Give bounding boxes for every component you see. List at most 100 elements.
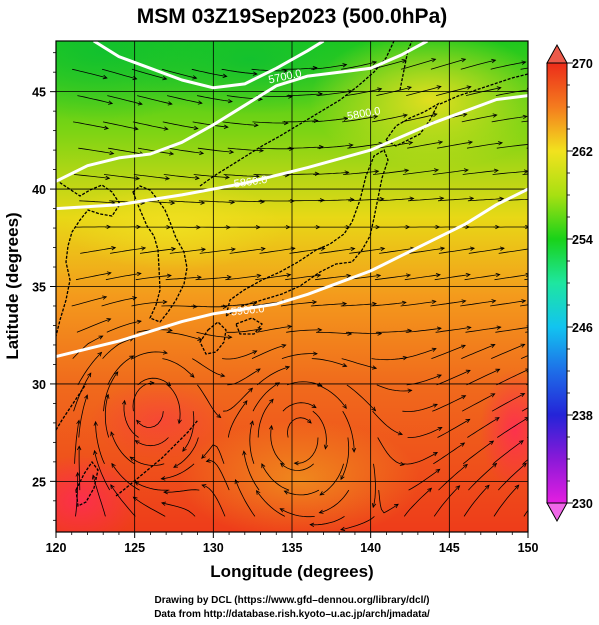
- streamline-arrow: [465, 418, 471, 424]
- streamline-arrow: [494, 417, 500, 422]
- streamline-arrow: [399, 461, 405, 466]
- streamline-arrow: [340, 526, 346, 532]
- streamline-arrow: [98, 335, 104, 340]
- streamline: [346, 384, 376, 411]
- streamline-arrow: [525, 272, 528, 278]
- streamline: [493, 484, 519, 517]
- streamline-arrow: [132, 496, 138, 502]
- streamline: [498, 462, 527, 491]
- streamline-arrow: [199, 150, 205, 156]
- streamline: [165, 276, 202, 281]
- coastline-shikoku: [235, 317, 263, 335]
- streamline: [433, 442, 465, 465]
- streamline-arrow: [492, 113, 498, 118]
- streamline-arrow: [312, 300, 318, 305]
- streamline: [110, 484, 136, 517]
- streamline-arrow: [76, 445, 82, 451]
- streamline-arrow: [287, 324, 293, 330]
- streamline-arrow: [493, 168, 499, 174]
- streamline-arrow: [260, 246, 266, 252]
- streamline: [257, 147, 294, 150]
- streamline: [315, 275, 351, 281]
- streamline: [161, 68, 197, 79]
- x-tick-label: 150: [518, 541, 539, 555]
- streamline-arrow: [492, 462, 498, 468]
- streamline-arrow: [248, 387, 254, 393]
- streamline: [161, 305, 197, 308]
- x-tick-label: 135: [282, 541, 303, 555]
- streamline: [223, 387, 253, 412]
- streamline-arrow: [162, 75, 168, 81]
- streamline-arrow: [314, 171, 320, 177]
- streamline: [375, 330, 412, 333]
- streamline-arrow: [520, 393, 526, 398]
- streamline: [438, 247, 475, 254]
- streamline-arrow: [201, 247, 206, 252]
- streamline: [349, 248, 385, 254]
- streamline: [225, 275, 261, 281]
- streamline-arrow: [401, 59, 407, 64]
- streamline: [340, 516, 375, 531]
- streamline: [289, 248, 325, 254]
- streamline-arrow: [469, 246, 476, 251]
- streamline-arrow: [435, 273, 441, 278]
- streamline: [467, 198, 504, 202]
- streamline-arrow: [461, 58, 467, 63]
- streamline-arrow: [463, 463, 468, 469]
- streamline-arrow: [242, 450, 247, 456]
- streamline-arrow: [465, 369, 471, 374]
- streamline: [104, 394, 110, 438]
- coastline-honshu: [224, 149, 389, 318]
- streamline-arrow: [268, 424, 274, 430]
- streamline-arrow: [323, 444, 329, 450]
- streamline-arrow: [192, 75, 198, 80]
- colorbar-tick-label: 246: [572, 321, 593, 335]
- x-tick-label: 145: [439, 541, 460, 555]
- streamline-arrow: [407, 388, 413, 393]
- streamline: [467, 417, 500, 438]
- streamline: [495, 327, 528, 333]
- mid-region: [65, 180, 285, 270]
- streamline-arrow: [461, 395, 467, 400]
- streamline-arrow: [491, 299, 497, 304]
- streamline-arrow: [279, 508, 285, 513]
- streamline: [466, 142, 503, 149]
- streamline: [462, 440, 494, 465]
- streamline: [311, 64, 347, 70]
- streamline-arrow: [293, 461, 299, 466]
- streamline: [316, 90, 352, 96]
- streamline-arrow: [530, 247, 534, 251]
- streamline-arrow: [169, 151, 175, 156]
- streamline-arrow: [465, 272, 471, 278]
- colorbar-tick-label: 262: [572, 145, 593, 159]
- streamline-arrow: [285, 365, 291, 370]
- streamline: [496, 144, 528, 149]
- streamline: [197, 384, 221, 418]
- streamline: [465, 326, 501, 333]
- streamline: [199, 248, 236, 254]
- streamline-arrow: [275, 382, 281, 387]
- streamline-arrow: [320, 246, 326, 252]
- streamline-arrow: [136, 419, 141, 425]
- streamline: [196, 331, 232, 338]
- streamline-arrow: [290, 246, 296, 252]
- streamline: [406, 374, 442, 386]
- streamline-arrow: [520, 343, 526, 348]
- streamline: [498, 248, 528, 254]
- streamline: [123, 400, 139, 438]
- streamline: [222, 350, 257, 360]
- streamline: [71, 296, 107, 307]
- warm-region: [90, 380, 230, 460]
- streamline-arrow: [408, 140, 414, 146]
- streamline-arrow: [76, 419, 81, 425]
- streamline-arrow: [431, 299, 437, 305]
- streamline-arrow: [102, 295, 108, 300]
- streamline-arrow: [496, 86, 502, 91]
- streamline-arrow: [113, 371, 119, 377]
- streamline: [402, 403, 438, 412]
- streamline: [137, 95, 172, 105]
- coastline-sakhalin: [399, 41, 413, 91]
- streamline: [400, 301, 436, 307]
- streamline-arrow: [525, 224, 528, 230]
